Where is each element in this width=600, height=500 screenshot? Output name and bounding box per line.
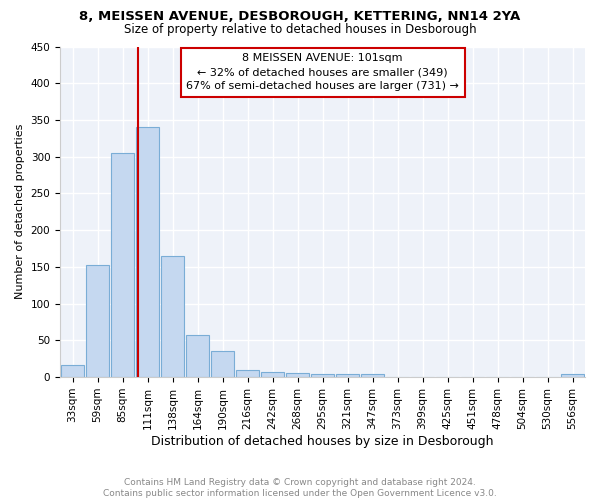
Text: 8, MEISSEN AVENUE, DESBOROUGH, KETTERING, NN14 2YA: 8, MEISSEN AVENUE, DESBOROUGH, KETTERING… bbox=[79, 10, 521, 23]
Text: 8 MEISSEN AVENUE: 101sqm
← 32% of detached houses are smaller (349)
67% of semi-: 8 MEISSEN AVENUE: 101sqm ← 32% of detach… bbox=[186, 53, 459, 91]
Y-axis label: Number of detached properties: Number of detached properties bbox=[15, 124, 25, 300]
Bar bbox=[136, 128, 159, 377]
Bar bbox=[211, 352, 234, 377]
Text: Contains HM Land Registry data © Crown copyright and database right 2024.
Contai: Contains HM Land Registry data © Crown c… bbox=[103, 478, 497, 498]
Bar bbox=[561, 374, 584, 377]
X-axis label: Distribution of detached houses by size in Desborough: Distribution of detached houses by size … bbox=[151, 434, 494, 448]
Bar bbox=[286, 374, 309, 377]
Bar bbox=[86, 266, 109, 377]
Bar bbox=[336, 374, 359, 377]
Text: Size of property relative to detached houses in Desborough: Size of property relative to detached ho… bbox=[124, 22, 476, 36]
Bar bbox=[236, 370, 259, 377]
Bar bbox=[361, 374, 384, 377]
Bar bbox=[311, 374, 334, 377]
Bar bbox=[161, 256, 184, 377]
Bar bbox=[61, 366, 84, 377]
Bar bbox=[111, 153, 134, 377]
Bar bbox=[261, 372, 284, 377]
Bar bbox=[186, 335, 209, 377]
